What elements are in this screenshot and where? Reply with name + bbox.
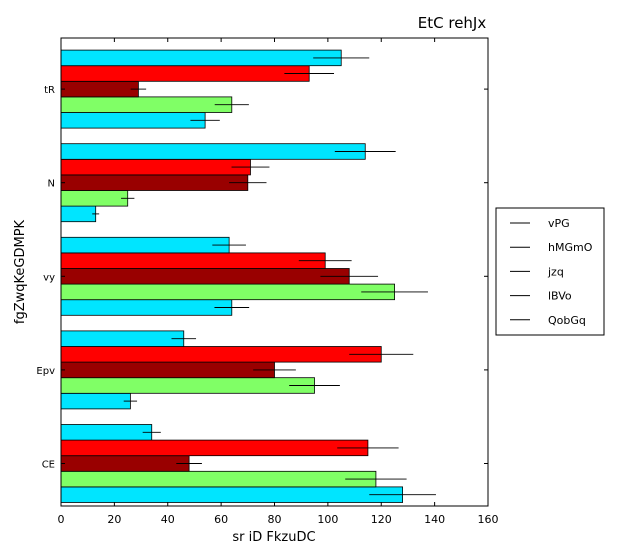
- legend-label: lBVo: [548, 290, 572, 303]
- bar-Epv-jzq: [60, 361, 275, 379]
- x-tick-label: 40: [161, 513, 175, 526]
- y-axis-label: fgZwqKeGDMPK: [13, 219, 28, 324]
- bar-vy-QobGq: [60, 236, 230, 254]
- bar-tR-jzq: [60, 80, 139, 98]
- bar-vy-hMGmO: [60, 283, 395, 301]
- bar-tR-lBVo: [60, 65, 310, 82]
- x-tick-label: 100: [317, 513, 338, 526]
- bar-CE-QobGq: [60, 424, 153, 441]
- bar-N-QobGq: [60, 143, 366, 160]
- legend-label: QobGq: [548, 314, 586, 327]
- bar-N-jzq: [60, 174, 249, 191]
- bar-vy-vPG: [60, 299, 233, 316]
- bar-Epv-hMGmO: [60, 377, 315, 394]
- y-tick-label: tR: [44, 85, 55, 96]
- x-tick-label: 120: [371, 513, 392, 526]
- legend-label: jzq: [547, 265, 564, 278]
- y-tick-label: Epv: [36, 366, 55, 377]
- bar-Epv-QobGq: [60, 330, 185, 347]
- bar-CE-jzq: [60, 455, 190, 472]
- bar-tR-QobGq: [60, 49, 342, 67]
- bar-Epv-vPG: [60, 392, 131, 410]
- bar-vy-lBVo: [60, 252, 326, 269]
- y-tick-label: CE: [42, 460, 55, 471]
- x-tick-label: 20: [107, 513, 121, 526]
- chart-title: EtC rehJx: [418, 14, 487, 32]
- legend-label: vPG: [548, 217, 570, 230]
- x-tick-label: 60: [214, 513, 228, 526]
- legend: vPG hMGmO jzq lBVo QobGq: [495, 207, 605, 336]
- bar-tR-hMGmO: [60, 96, 233, 113]
- bar-CE-lBVo: [60, 439, 369, 457]
- x-tick-label: 0: [58, 513, 65, 526]
- y-tick-label: vy: [43, 272, 55, 283]
- x-axis-label: sr iD FkzuDC: [232, 530, 315, 545]
- bar-vy-jzq: [60, 268, 350, 285]
- bar-N-hMGmO: [60, 190, 129, 207]
- y-tick-label: N: [48, 179, 55, 190]
- bar-N-vPG: [60, 205, 97, 223]
- bar-CE-hMGmO: [60, 470, 377, 488]
- ticks-layer: CE Epv vy NtR 0 20 40 60 80 100 120 140 160: [36, 38, 499, 526]
- bar-Epv-lBVo: [60, 346, 382, 363]
- bar-tR-vPG: [60, 112, 206, 129]
- bar-N-lBVo: [60, 158, 251, 176]
- legend-label: hMGmO: [548, 241, 593, 254]
- x-tick-label: 80: [268, 513, 282, 526]
- errorbars-layer: [92, 57, 436, 496]
- x-tick-label: 140: [424, 513, 445, 526]
- x-tick-label: 160: [478, 513, 499, 526]
- bar-CE-vPG: [60, 486, 404, 503]
- plot-frame: [60, 37, 489, 507]
